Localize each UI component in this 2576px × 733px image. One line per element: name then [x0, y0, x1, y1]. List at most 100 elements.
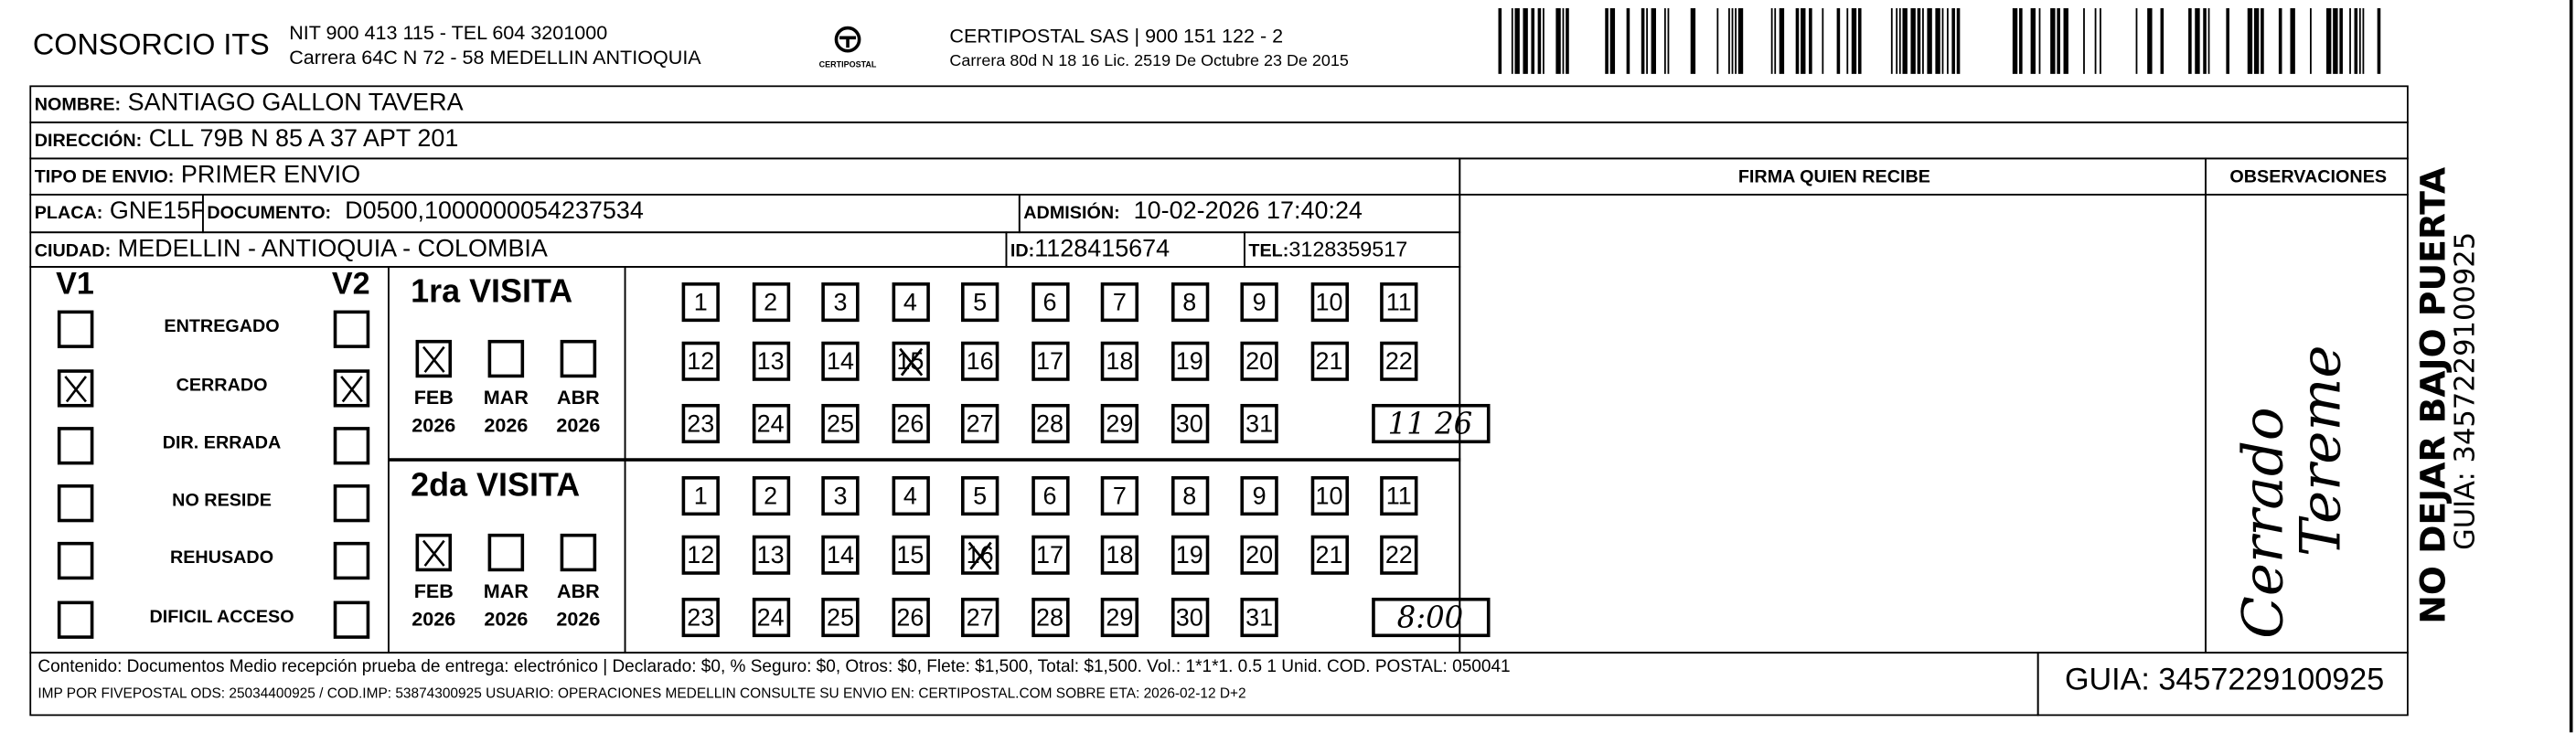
day-box-1[interactable]: 1 — [681, 282, 720, 323]
v2-checkbox[interactable] — [333, 427, 370, 465]
day-box-13[interactable]: 13 — [751, 341, 790, 381]
day-box-25[interactable]: 25 — [821, 403, 860, 444]
day-box-7[interactable]: 7 — [1100, 282, 1139, 323]
v2-checkbox[interactable] — [333, 541, 370, 580]
month-checkbox-feb[interactable] — [415, 533, 453, 572]
side-warning: NO DEJAR BAJO PUERTA — [2413, 166, 2453, 624]
v1-checkbox[interactable] — [57, 310, 94, 348]
day-box-12[interactable]: 12 — [681, 341, 720, 381]
day-box-28[interactable]: 28 — [1031, 597, 1069, 638]
carrier-info: CERTIPOSTAL SAS | 900 151 122 - 2 Carrer… — [949, 23, 1348, 75]
month-year: 2026 — [484, 413, 529, 437]
day-box-27[interactable]: 27 — [961, 403, 999, 444]
nombre-label: NOMBRE: — [34, 95, 122, 115]
month-name: ABR — [557, 579, 600, 603]
day-box-6[interactable]: 6 — [1031, 476, 1069, 516]
day-box-6[interactable]: 6 — [1031, 282, 1069, 323]
day-box-17[interactable]: 17 — [1031, 535, 1069, 575]
day-box-15[interactable]: 15 — [891, 535, 929, 575]
barcode-bar — [1735, 7, 1737, 74]
signature-area[interactable] — [1459, 193, 2207, 654]
day-box-27[interactable]: 27 — [961, 597, 999, 638]
month-checkbox-mar[interactable] — [487, 533, 525, 572]
day-box-16[interactable]: 16 — [961, 535, 999, 575]
day-box-19[interactable]: 19 — [1170, 341, 1209, 381]
v2-checkbox[interactable] — [333, 310, 370, 348]
day-box-11[interactable]: 11 — [1380, 282, 1418, 323]
day-box-24[interactable]: 24 — [751, 597, 790, 638]
day-box-20[interactable]: 20 — [1240, 535, 1278, 575]
day-box-5[interactable]: 5 — [961, 282, 999, 323]
month-year: 2026 — [412, 413, 456, 437]
observaciones-handwriting-1: Cerrado — [2230, 407, 2297, 639]
day-box-2[interactable]: 2 — [751, 476, 790, 516]
v2-checkbox[interactable] — [333, 483, 370, 523]
day-box-1[interactable]: 1 — [681, 476, 720, 516]
v1-checkbox[interactable] — [57, 483, 94, 523]
day-box-26[interactable]: 26 — [891, 403, 929, 444]
day-box-3[interactable]: 3 — [821, 476, 860, 516]
day-box-18[interactable]: 18 — [1100, 535, 1139, 575]
day-box-26[interactable]: 26 — [891, 597, 929, 638]
day-box-10[interactable]: 10 — [1309, 476, 1349, 516]
day-box-31[interactable]: 31 — [1240, 597, 1278, 638]
footer-info: Contenido: Documentos Medio recepción pr… — [29, 652, 2039, 717]
day-box-25[interactable]: 25 — [821, 597, 860, 638]
day-box-29[interactable]: 29 — [1100, 403, 1139, 444]
day-box-30[interactable]: 30 — [1170, 597, 1209, 638]
day-box-20[interactable]: 20 — [1240, 341, 1278, 381]
day-box-21[interactable]: 21 — [1309, 535, 1349, 575]
day-box-30[interactable]: 30 — [1170, 403, 1209, 444]
v1-checkbox[interactable] — [57, 427, 94, 465]
v1-checkbox[interactable] — [57, 600, 94, 639]
day-box-11[interactable]: 11 — [1380, 476, 1418, 516]
tel-value: 3128359517 — [1288, 236, 1408, 261]
day-box-23[interactable]: 23 — [681, 403, 720, 444]
day-box-12[interactable]: 12 — [681, 535, 720, 575]
barcode-bar — [1562, 7, 1565, 74]
barcode-bar — [1774, 7, 1777, 74]
month-checkbox-abr[interactable] — [560, 339, 597, 378]
day-box-15[interactable]: 15 — [891, 341, 929, 381]
day-box-5[interactable]: 5 — [961, 476, 999, 516]
status-label: NO RESIDE — [172, 491, 272, 511]
month-checkbox-feb[interactable] — [415, 339, 453, 378]
footer-imp: IMP POR FIVEPOSTAL ODS: 25034400925 / CO… — [37, 685, 1246, 702]
v1-checkbox[interactable] — [57, 369, 94, 408]
v2-checkbox[interactable] — [333, 369, 370, 408]
day-box-2[interactable]: 2 — [751, 282, 790, 323]
barcode-bar — [1646, 7, 1648, 74]
v2-checkbox[interactable] — [333, 600, 370, 639]
ciudad-label: CIUDAD: — [34, 241, 112, 261]
month-checkbox-mar[interactable] — [487, 339, 525, 378]
day-box-28[interactable]: 28 — [1031, 403, 1069, 444]
month-checkbox-abr[interactable] — [560, 533, 597, 572]
v1-label: V1 — [56, 267, 94, 303]
day-box-4[interactable]: 4 — [891, 476, 929, 516]
day-box-18[interactable]: 18 — [1100, 341, 1139, 381]
day-box-4[interactable]: 4 — [891, 282, 929, 323]
day-box-14[interactable]: 14 — [821, 535, 860, 575]
day-box-7[interactable]: 7 — [1100, 476, 1139, 516]
day-box-29[interactable]: 29 — [1100, 597, 1139, 638]
day-box-14[interactable]: 14 — [821, 341, 860, 381]
day-box-3[interactable]: 3 — [821, 282, 860, 323]
observaciones-area[interactable]: Cerrado Tereme — [2205, 193, 2409, 654]
day-box-19[interactable]: 19 — [1170, 535, 1209, 575]
day-box-9[interactable]: 9 — [1240, 476, 1278, 516]
day-box-21[interactable]: 21 — [1309, 341, 1349, 381]
day-box-13[interactable]: 13 — [751, 535, 790, 575]
day-box-23[interactable]: 23 — [681, 597, 720, 638]
day-box-24[interactable]: 24 — [751, 403, 790, 444]
day-box-9[interactable]: 9 — [1240, 282, 1278, 323]
day-box-22[interactable]: 22 — [1380, 341, 1418, 381]
day-box-31[interactable]: 31 — [1240, 403, 1278, 444]
day-box-8[interactable]: 8 — [1170, 476, 1209, 516]
firma-label: FIRMA QUIEN RECIBE — [1737, 167, 1930, 187]
day-box-16[interactable]: 16 — [961, 341, 999, 381]
day-box-10[interactable]: 10 — [1309, 282, 1349, 323]
day-box-17[interactable]: 17 — [1031, 341, 1069, 381]
day-box-8[interactable]: 8 — [1170, 282, 1209, 323]
v1-checkbox[interactable] — [57, 541, 94, 580]
day-box-22[interactable]: 22 — [1380, 535, 1418, 575]
